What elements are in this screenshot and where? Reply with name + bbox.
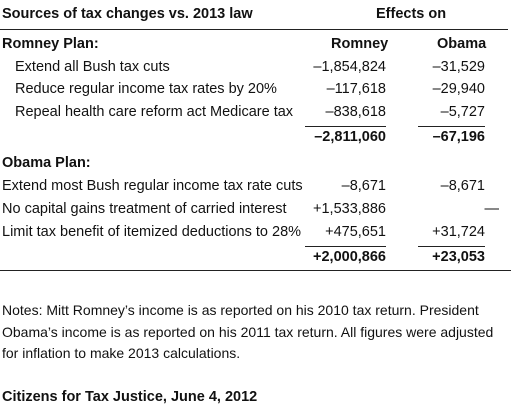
column-header-obama: Obama bbox=[437, 36, 487, 52]
obama-value: –31,529 bbox=[432, 59, 485, 75]
romney-value: –8,671 bbox=[341, 178, 386, 194]
section-heading-obama-plan: Obama Plan: bbox=[2, 155, 91, 171]
row-label: Limit tax benefit of itemized deductions… bbox=[2, 224, 302, 240]
row-label: Reduce regular income tax rates by 20% bbox=[15, 81, 277, 97]
row-label: No capital gains treatment of carried in… bbox=[2, 201, 287, 217]
romney-value: –1,854,824 bbox=[313, 59, 386, 75]
table-row: Limit tax benefit of itemized deductions… bbox=[0, 224, 511, 246]
subtotal-line bbox=[418, 126, 485, 127]
table-row: Extend most Bush regular income tax rate… bbox=[0, 178, 511, 200]
romney-total: +2,000,866 bbox=[313, 249, 386, 265]
table-row: No capital gains treatment of carried in… bbox=[0, 201, 511, 223]
table-title: Sources of tax changes vs. 2013 law bbox=[2, 6, 253, 22]
divider bbox=[0, 270, 511, 271]
divider bbox=[329, 29, 508, 30]
obama-value: –8,671 bbox=[440, 178, 485, 194]
source-credit: Citizens for Tax Justice, June 4, 2012 bbox=[2, 389, 258, 405]
notes-text: Notes: Mitt Romney’s income is as report… bbox=[2, 302, 494, 361]
effects-header: Effects on bbox=[376, 6, 447, 22]
romney-total: –2,811,060 bbox=[314, 129, 386, 145]
row-label: Extend all Bush tax cuts bbox=[15, 59, 170, 75]
table-row: Extend all Bush tax cuts –1,854,824 –31,… bbox=[0, 59, 511, 81]
total-row: –2,811,060 –67,196 bbox=[0, 129, 511, 151]
obama-value: –29,940 bbox=[432, 81, 485, 97]
subtotal-line bbox=[418, 246, 485, 247]
row-label: Repeal health care reform act Medicare t… bbox=[15, 104, 294, 120]
subtotal-line bbox=[305, 246, 386, 247]
obama-value: –5,727 bbox=[440, 104, 485, 120]
romney-value: +1,533,886 bbox=[313, 201, 386, 217]
obama-value: +31,724 bbox=[432, 224, 485, 240]
table-row: Reduce regular income tax rates by 20% –… bbox=[0, 81, 511, 103]
total-row: +2,000,866 +23,053 bbox=[0, 249, 511, 271]
romney-value: +475,651 bbox=[325, 224, 386, 240]
obama-value: — bbox=[484, 201, 500, 217]
table-row: Repeal health care reform act Medicare t… bbox=[0, 104, 511, 126]
section-heading-romney-plan: Romney Plan: bbox=[2, 36, 99, 52]
romney-value: –117,618 bbox=[326, 81, 386, 97]
column-header-romney: Romney bbox=[331, 36, 389, 52]
section-row: Obama Plan: bbox=[0, 155, 511, 177]
row-label: Extend most Bush regular income tax rate… bbox=[2, 178, 303, 194]
obama-total: –67,196 bbox=[432, 129, 485, 145]
section-row: Romney Plan: bbox=[0, 36, 511, 58]
romney-value: –838,618 bbox=[325, 104, 386, 120]
obama-total: +23,053 bbox=[432, 249, 485, 265]
subtotal-line bbox=[305, 126, 386, 127]
divider bbox=[0, 29, 329, 30]
